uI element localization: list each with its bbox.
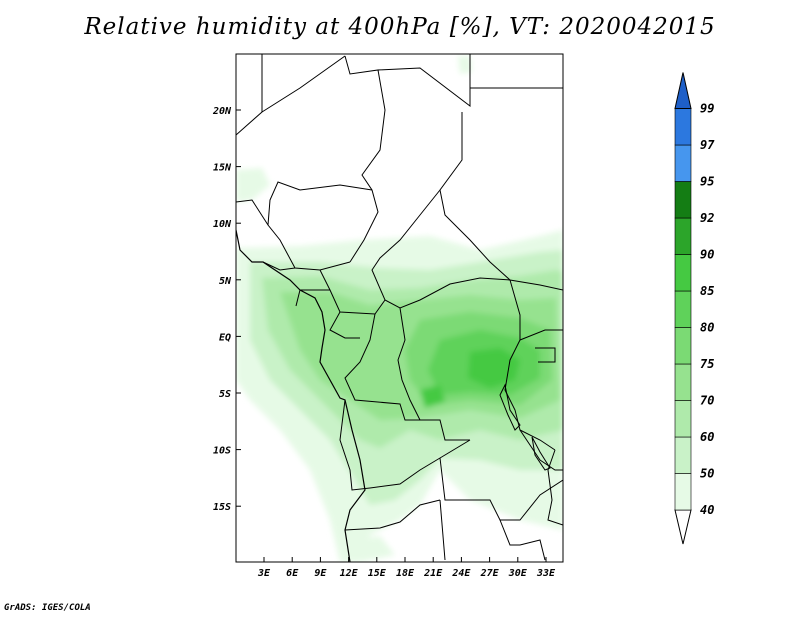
footer-credit: GrADS: IGES/COLA xyxy=(4,603,91,613)
border-line xyxy=(504,279,556,451)
colorbar-level-label: 85 xyxy=(700,284,714,298)
lat-tick-label: EQ xyxy=(219,332,231,343)
colorbar-swatch xyxy=(674,108,692,146)
longitude-ticks xyxy=(263,557,547,562)
colorbar-level-label: 40 xyxy=(700,503,714,517)
border-line xyxy=(236,199,269,226)
map-frame xyxy=(235,53,564,563)
border-line xyxy=(262,261,296,271)
border-line xyxy=(519,329,563,341)
latitude-tick-labels: 20N 15N 10N 5N EQ 5S 10S 15S xyxy=(212,106,232,513)
lat-tick-label: 20N xyxy=(212,106,232,117)
colorbar-level-label: 80 xyxy=(700,321,714,335)
lon-tick-label: 6E xyxy=(286,568,299,579)
colorbar-swatch xyxy=(674,363,692,401)
border-line xyxy=(439,499,446,561)
border-line xyxy=(344,55,386,263)
lat-tick-label: 15S xyxy=(213,502,231,513)
lon-tick-label: 30E xyxy=(508,568,528,579)
lon-tick-label: 33E xyxy=(536,568,556,579)
coastline xyxy=(236,229,366,562)
colorbar-level-label: 50 xyxy=(700,467,714,481)
colorbar-swatch xyxy=(674,327,692,365)
lake-outline xyxy=(499,383,521,431)
lat-tick-label: 5N xyxy=(219,276,232,287)
longitude-tick-labels: 3E 6E 9E 12E 15E 18E 21E 24E 27E 30E 33E xyxy=(257,568,556,579)
colorbar-high-arrow xyxy=(674,72,692,109)
lon-tick-label: 24E xyxy=(451,568,471,579)
colorbar-level-label: 60 xyxy=(700,430,714,444)
lon-tick-label: 9E xyxy=(314,568,327,579)
latitude-ticks xyxy=(236,109,241,507)
lat-tick-label: 15N xyxy=(213,163,232,174)
lon-tick-label: 12E xyxy=(340,568,359,579)
colorbar-swatch xyxy=(674,254,692,292)
colorbar-level-label: 90 xyxy=(700,248,714,262)
colorbar-swatch xyxy=(674,473,692,511)
lat-tick-label: 10N xyxy=(213,219,232,230)
lon-tick-label: 15E xyxy=(368,568,387,579)
border-line xyxy=(439,112,563,291)
border-line xyxy=(236,54,263,136)
border-line xyxy=(377,54,471,108)
colorbar: 40 50 60 70 75 80 85 90 92 95 97 99 xyxy=(674,72,715,545)
border-line xyxy=(499,519,546,561)
lon-tick-label: 21E xyxy=(423,568,443,579)
rh-40-band-far-north xyxy=(458,56,472,74)
border-line xyxy=(344,313,470,441)
colorbar-level-label: 75 xyxy=(700,357,714,371)
chart-title: Relative humidity at 400hPa [%], VT: 202… xyxy=(84,14,716,40)
lon-tick-label: 3E xyxy=(257,568,271,579)
colorbar-level-label: 99 xyxy=(700,102,714,116)
border-line xyxy=(329,311,360,339)
lat-tick-label: 5S xyxy=(219,389,231,400)
humidity-shading xyxy=(236,56,563,562)
lat-tick-label: 10S xyxy=(213,446,231,457)
rh-40-band-north xyxy=(236,168,270,202)
lon-tick-label: 27E xyxy=(480,568,500,579)
rh-40-band-south xyxy=(350,536,395,562)
colorbar-swatch xyxy=(674,181,692,219)
border-line xyxy=(344,499,441,531)
colorbar-level-label: 70 xyxy=(700,394,714,408)
border-line xyxy=(339,399,471,491)
border-line xyxy=(261,55,346,113)
border-line xyxy=(519,429,563,471)
border-line xyxy=(535,347,556,363)
country-borders xyxy=(236,54,563,561)
colorbar-swatch xyxy=(674,217,692,255)
colorbar-swatch xyxy=(674,144,692,182)
coastline-west-africa xyxy=(236,229,366,562)
colorbar-level-label: 97 xyxy=(700,138,715,152)
colorbar-level-label: 92 xyxy=(700,211,714,225)
colorbar-swatch xyxy=(674,436,692,474)
colorbar-swatch xyxy=(674,290,692,328)
colorbar-swatch xyxy=(674,400,692,438)
lon-tick-label: 18E xyxy=(396,568,415,579)
border-line xyxy=(267,181,373,271)
colorbar-level-label: 95 xyxy=(700,175,714,189)
lake-outline xyxy=(531,436,551,471)
colorbar-low-arrow xyxy=(674,509,692,545)
border-line xyxy=(397,307,421,421)
border-line xyxy=(547,449,563,526)
rh-85-band-west xyxy=(420,385,445,408)
